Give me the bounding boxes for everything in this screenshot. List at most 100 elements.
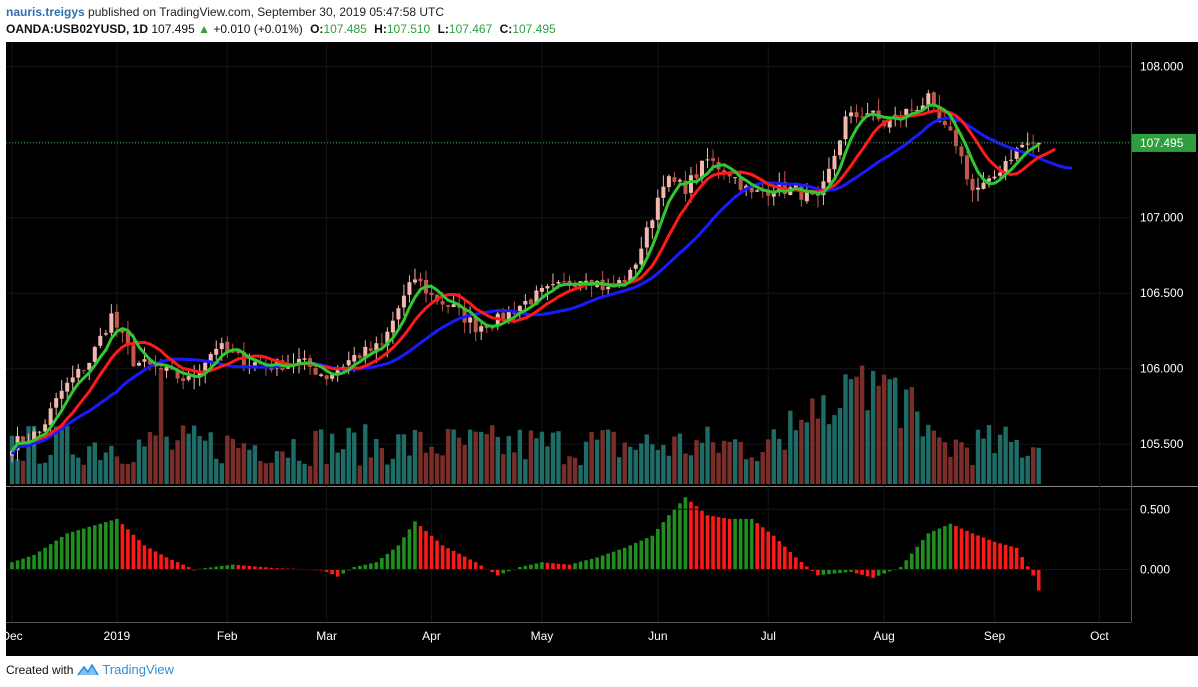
volume-bar: [197, 436, 202, 484]
histogram-bar: [667, 515, 671, 570]
histogram-bar: [794, 557, 798, 570]
candle-body: [573, 285, 578, 288]
candle-body: [37, 431, 42, 433]
histogram-bar: [810, 569, 815, 571]
open-label: O:: [310, 22, 324, 36]
volume-bar: [832, 415, 837, 484]
histogram-bar: [766, 531, 771, 570]
candle-body: [98, 335, 103, 346]
volume-bar: [236, 447, 241, 484]
candle-body: [65, 382, 70, 392]
candle-body: [539, 287, 544, 292]
volume-bar: [672, 436, 677, 484]
volume-bar: [561, 464, 567, 484]
volume-bar: [20, 460, 26, 484]
volume-bar: [859, 365, 865, 484]
histogram-bar: [832, 569, 837, 574]
histogram-bar: [843, 569, 848, 573]
tradingview-link[interactable]: TradingView: [102, 662, 174, 677]
volume-bar: [617, 457, 622, 484]
volume-bar: [589, 431, 594, 484]
volume-bars: [9, 365, 1041, 484]
candle-body: [473, 316, 478, 333]
histogram-bar: [518, 567, 522, 570]
last-price-line: 107.495: [6, 133, 1196, 152]
volume-bar: [771, 429, 776, 484]
volume-bar: [429, 446, 434, 484]
candle-body: [562, 281, 566, 283]
histogram-bar: [214, 566, 219, 570]
candle-body: [948, 126, 953, 131]
volume-bar: [296, 460, 302, 484]
volume-bar: [915, 411, 920, 484]
volume-bar: [462, 445, 467, 484]
candle-body: [92, 347, 97, 362]
volume-bar: [92, 442, 97, 484]
volume-bar: [230, 438, 235, 484]
histogram-bar: [639, 540, 644, 570]
histogram-bar: [650, 535, 655, 570]
histogram-bar: [402, 537, 406, 570]
histogram-bar: [738, 518, 743, 570]
histogram-bar: [501, 569, 506, 574]
histogram-bar: [70, 531, 75, 570]
author-link[interactable]: nauris.treigys: [6, 5, 85, 19]
candle-body: [771, 192, 776, 197]
volume-bar: [390, 458, 396, 484]
candle-body: [412, 279, 417, 283]
candle-body: [197, 371, 202, 378]
histogram-bar: [573, 563, 577, 570]
histogram-bar: [1025, 566, 1030, 570]
time-tick-label: Aug: [873, 629, 894, 643]
main-pane-bg: [6, 42, 1131, 486]
candle-body: [43, 424, 48, 432]
histogram-bar: [882, 569, 886, 574]
candle-body: [236, 351, 241, 354]
volume-bar: [374, 439, 379, 484]
volume-bar: [843, 374, 848, 484]
volume-bar: [710, 442, 716, 484]
candle-body: [987, 178, 992, 182]
volume-bar: [628, 446, 633, 484]
price-tick-label: 106.000: [1140, 362, 1184, 376]
volume-bar: [87, 446, 92, 484]
volume-bar: [661, 445, 666, 484]
histogram-bar: [81, 528, 86, 570]
histogram-bar: [473, 562, 478, 570]
histogram-bar: [700, 510, 704, 570]
volume-bar: [545, 446, 550, 484]
volume-bar: [42, 462, 48, 484]
histogram-bar: [976, 535, 980, 570]
volume-bar: [605, 429, 611, 484]
price-chart[interactable]: 107.495 108.000 107.000 106.500 106.000 105.…: [0, 42, 1198, 656]
volume-bar: [755, 461, 760, 484]
volume-bar: [981, 438, 986, 484]
histogram-bar: [98, 523, 103, 570]
volume-bar: [920, 436, 925, 484]
candle-body: [429, 292, 434, 296]
volume-bar: [666, 455, 672, 484]
candle-body: [644, 227, 649, 248]
histogram-bar: [446, 548, 450, 570]
candle-body: [114, 311, 119, 328]
histogram-bar: [26, 556, 31, 570]
candle-body: [694, 174, 699, 179]
histogram-bar: [606, 553, 610, 570]
volume-bar: [324, 464, 329, 484]
histogram-bar: [909, 553, 914, 570]
volume-bar: [539, 431, 545, 484]
volume-bar: [870, 370, 876, 484]
candle-body: [21, 436, 26, 443]
histogram-bar: [208, 567, 213, 570]
histogram-bar: [1009, 546, 1013, 570]
tradingview-logo-icon[interactable]: [77, 662, 100, 677]
candle-body: [401, 295, 406, 308]
candle-body: [48, 408, 53, 426]
histogram-bar: [656, 528, 660, 570]
histogram-bar: [93, 525, 97, 570]
candle-body: [528, 299, 533, 305]
histogram-bar: [733, 518, 737, 570]
volume-bar: [169, 449, 175, 484]
histogram-bar: [1020, 557, 1024, 570]
volume-bar: [440, 455, 445, 484]
